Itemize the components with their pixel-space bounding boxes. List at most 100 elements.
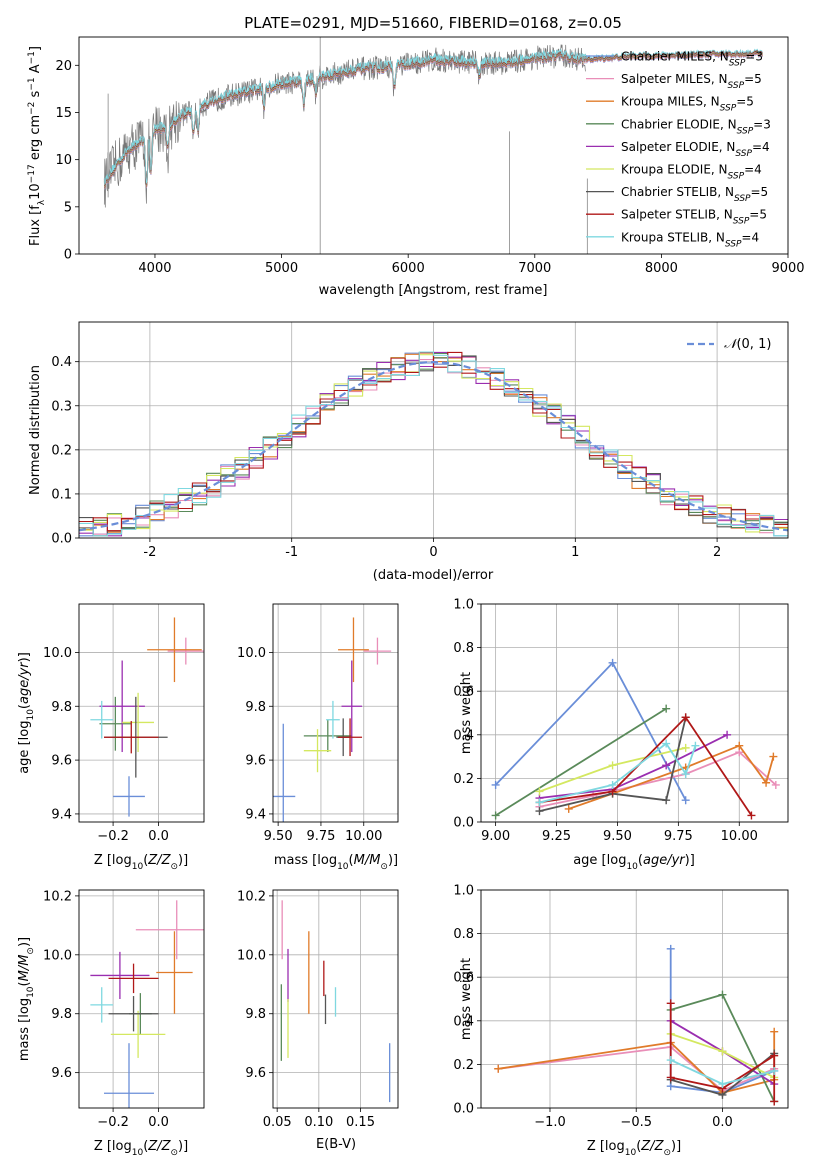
- z_weight-point: [718, 990, 727, 999]
- ebv_mass-xtick-label: 0.15: [346, 1115, 375, 1130]
- age_weight-series-line: [494, 661, 687, 801]
- legend-entry: Chabrier STELIB, NSSP=5: [621, 185, 768, 204]
- spectrum-panel: 4000 5000 6000 7000 8000 9000 0 5 10 15 20 PLATE=02…: [27, 14, 805, 298]
- mass_age-plot-area: [273, 617, 392, 822]
- ebv_mass-frame: [272, 889, 399, 1109]
- ebv_mass-ticks: 0.05 0.10 0.15 9.6 9.8 10.0 10.2: [237, 889, 375, 1130]
- age_weight-xtick-label: 10.00: [721, 829, 758, 844]
- mass_age-ytick-label: 10.0: [237, 646, 266, 661]
- mass_age-ytick-label: 9.4: [245, 807, 266, 822]
- age_weight-ytick-label: 1.0: [453, 598, 474, 613]
- spectrum-ytick-label: 5: [64, 200, 72, 215]
- age_weight-point: [662, 704, 671, 713]
- legend-entry: Kroupa STELIB, NSSP=4: [621, 230, 759, 249]
- residuals-xlabel: (data-model)/error: [373, 568, 494, 583]
- mass_age-ytick-label: 9.8: [245, 700, 266, 715]
- spectrum-title: PLATE=0291, MJD=51660, FIBERID=0168, z=0…: [244, 14, 622, 32]
- z_age-xlabel: Z [log10(Z/Z⊙)]: [94, 853, 188, 872]
- age_weight-series-line: [539, 733, 728, 799]
- z_weight-point: [770, 1027, 779, 1036]
- age_weight-ytick-label: 0.6: [453, 685, 474, 700]
- spectrum-xtick-label: 4000: [138, 261, 171, 276]
- ebv_mass-ytick-label: 10.2: [237, 889, 266, 904]
- age_weight-point: [535, 787, 544, 796]
- residuals-xtick-label: -2: [143, 545, 156, 560]
- ebv_mass-panel: 0.05 0.10 0.15 9.6 9.8 10.0 10.2 E(B-V): [237, 889, 399, 1152]
- ebv_mass-xtick-label: 0.05: [263, 1115, 292, 1130]
- gaussian-curve: [79, 360, 788, 532]
- legend-entry: Salpeter ELODIE, NSSP=4: [621, 140, 770, 159]
- ebv_mass-ytick-label: 9.8: [245, 1007, 266, 1022]
- age_weight-point: [769, 752, 778, 761]
- z_weight-point: [666, 999, 675, 1008]
- z_mass-panel: −0.2 0.0 9.6 9.8 10.0 10.2 Z [log10(Z/Z⊙)] mass…: [17, 889, 205, 1158]
- z_mass-ytick-label: 10.2: [43, 889, 72, 904]
- spectrum-xtick-label: 7000: [518, 261, 551, 276]
- age_weight-ytick-label: 0.2: [453, 772, 474, 787]
- age_weight-ytick-label: 0.0: [453, 816, 474, 831]
- spectrum-xtick-label: 8000: [645, 261, 678, 276]
- z_weight-ticks: −1.0 −0.5 0.0 0.0 0.2 0.4 0.6 0.8 1.0: [453, 884, 732, 1131]
- age_weight-point: [681, 796, 690, 805]
- mass_age-panel: 9.50 9.75 10.00 9.4 9.6 9.8 10.0 mass [log10(M/…: [237, 603, 399, 872]
- age_weight-point: [608, 658, 617, 667]
- age_weight-point: [608, 780, 617, 789]
- mass_age-grid: [273, 604, 398, 822]
- z_mass-ytick-label: 9.8: [51, 1007, 72, 1022]
- z_weight-xtick-label: −0.5: [620, 1115, 652, 1130]
- age_weight-point: [564, 804, 573, 813]
- age_weight-xtick-label: 9.75: [664, 829, 693, 844]
- z_age-ytick-label: 9.4: [51, 807, 72, 822]
- age_weight-point: [491, 780, 500, 789]
- age_weight-point: [681, 713, 690, 722]
- legend-entry: Kroupa ELODIE, NSSP=4: [621, 163, 762, 182]
- z_weight-xtick-label: 0.0: [712, 1115, 733, 1130]
- z_weight-frame: [480, 889, 789, 1109]
- z_mass-xtick-label: −0.2: [97, 1115, 129, 1130]
- legend-entry: Kroupa MILES, NSSP=5: [621, 95, 754, 114]
- z_age-ytick-label: 9.8: [51, 700, 72, 715]
- z_weight-ytick-label: 0.8: [453, 927, 474, 942]
- z_age-xtick-label: 0.0: [148, 829, 169, 844]
- z_age-frame: [78, 603, 205, 823]
- z_age-ytick-label: 9.6: [51, 754, 72, 769]
- spectrum-ytick-label: 10: [55, 153, 72, 168]
- z_weight-point: [666, 944, 675, 953]
- z_mass-plot-area: [90, 900, 204, 1108]
- z_weight-xlabel: Z [log10(Z/Z⊙)]: [587, 1139, 681, 1158]
- z_age-ytick-label: 10.0: [43, 646, 72, 661]
- age_weight-point: [735, 741, 744, 750]
- age_weight-point: [662, 761, 671, 770]
- z_weight-point: [770, 1097, 779, 1106]
- z_weight-ytick-label: 1.0: [453, 884, 474, 899]
- z_weight-point: [718, 1080, 727, 1089]
- spectrum-ytick-label: 20: [55, 59, 72, 74]
- spectrum-ytick-label: 0: [64, 248, 72, 263]
- spectrum-xtick-label: 5000: [265, 261, 298, 276]
- ebv_mass-xtick-label: 0.10: [304, 1115, 333, 1130]
- age_weight-point: [491, 811, 500, 820]
- ebv_mass-ytick-label: 9.6: [245, 1066, 266, 1081]
- spectrum-xtick-label: 9000: [771, 261, 804, 276]
- residuals-legend-entry: 𝒩(0, 1): [724, 337, 771, 352]
- age_weight-xtick-label: 9.50: [603, 829, 632, 844]
- spectrum-model-line: [103, 48, 763, 186]
- age_weight-xtick-label: 9.25: [542, 829, 571, 844]
- spectrum-data-line: [103, 44, 586, 208]
- spectrum-ticks: 4000 5000 6000 7000 8000 9000 0 5 10 15 20: [55, 59, 804, 276]
- age_weight-panel: 9.00 9.25 9.50 9.75 10.00 0.0 0.2 0.4 0.6 0.8 1.0 a…: [453, 598, 789, 872]
- age_weight-point: [535, 807, 544, 816]
- z_weight-xtick-label: −1.0: [534, 1115, 566, 1130]
- legend-entry: Salpeter MILES, NSSP=5: [621, 72, 762, 91]
- z_weight-point: [770, 1051, 779, 1060]
- residuals-ytick-label: 0.0: [51, 532, 72, 547]
- age_weight-grid: [481, 603, 788, 823]
- mass_age-ticks: 9.50 9.75 10.00 9.4 9.6 9.8 10.0: [237, 646, 382, 844]
- z_weight-ytick-label: 0.6: [453, 971, 474, 986]
- z_weight-point: [666, 1056, 675, 1065]
- age_weight-point: [608, 761, 617, 770]
- spectrum-legend: Chabrier MILES, NSSP=3 Salpeter MILES, NS…: [586, 50, 771, 249]
- legend-entry: Salpeter STELIB, NSSP=5: [621, 208, 767, 227]
- mass_age-xtick-label: 9.50: [264, 829, 293, 844]
- residuals-ytick-label: 0.3: [51, 399, 72, 414]
